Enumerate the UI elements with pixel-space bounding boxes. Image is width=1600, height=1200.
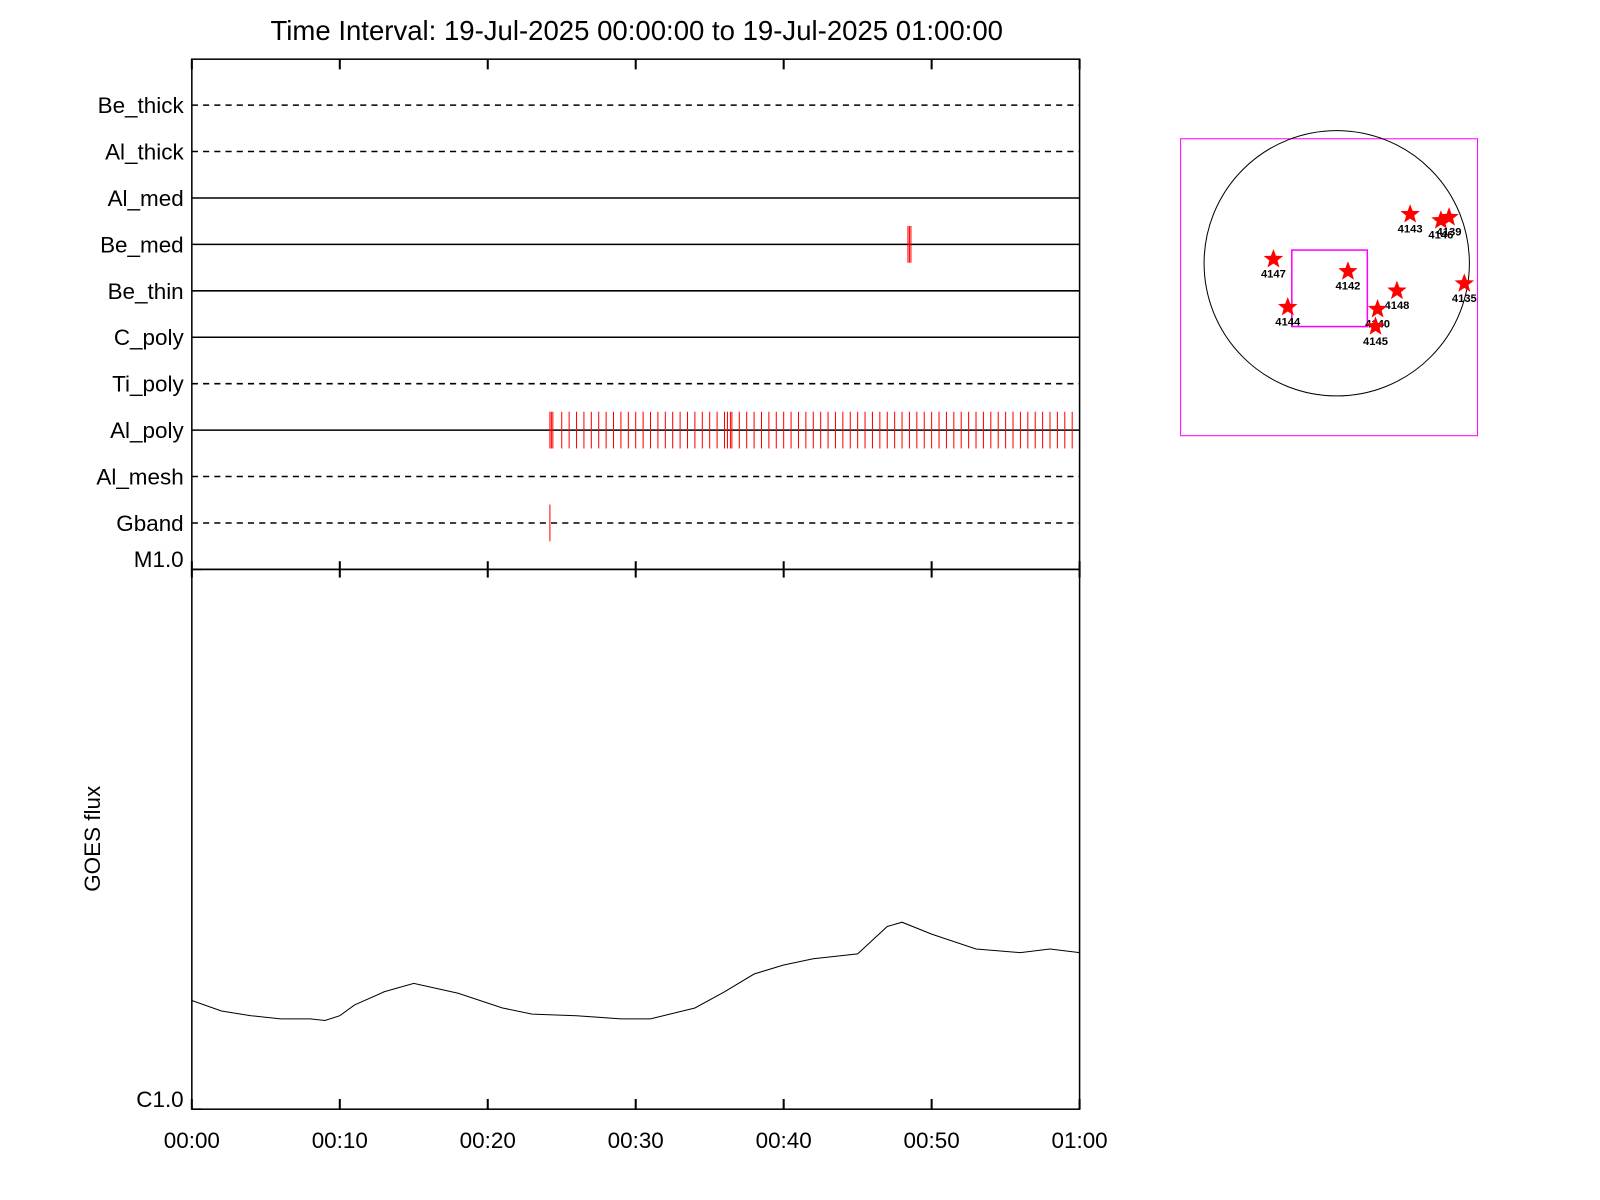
region-label: 4135 xyxy=(1452,293,1477,305)
region-label: 4148 xyxy=(1384,300,1409,312)
y-tick-label: M1.0 xyxy=(134,547,184,572)
map-box xyxy=(1180,138,1479,437)
region-star xyxy=(1400,204,1420,223)
filter-label: C_poly xyxy=(114,325,185,350)
region-star xyxy=(1278,297,1298,316)
region-star xyxy=(1439,207,1459,226)
x-tick-label: 00:30 xyxy=(608,1128,664,1153)
filter-label: Be_thin xyxy=(108,279,184,304)
region-star xyxy=(1454,273,1475,292)
filter-label: Be_thick xyxy=(98,93,185,118)
x-tick-label: 01:00 xyxy=(1052,1128,1108,1153)
region-star xyxy=(1263,248,1284,268)
filter-panel xyxy=(191,58,1081,571)
region-star xyxy=(1387,280,1407,300)
chart-title: Time Interval: 19-Jul-2025 00:00:00 to 1… xyxy=(270,15,1003,46)
goes-panel xyxy=(191,568,1081,1110)
region-label: 4142 xyxy=(1335,281,1360,293)
x-tick-label: 00:20 xyxy=(460,1128,516,1153)
x-tick-label: 00:10 xyxy=(312,1128,368,1153)
goes-line xyxy=(191,921,1080,1021)
region-label: 4146 xyxy=(1428,230,1453,242)
region-star xyxy=(1365,316,1386,335)
filter-label: Al_thick xyxy=(105,139,184,164)
region-star xyxy=(1431,210,1451,229)
x-tick-label: 00:50 xyxy=(904,1128,960,1153)
region-label: 4139 xyxy=(1437,227,1462,239)
region-star xyxy=(1338,261,1358,280)
filter-label: Al_med xyxy=(108,186,184,211)
filter-label: Al_poly xyxy=(110,418,184,443)
x-tick-label: 00:00 xyxy=(164,1128,220,1153)
fov-box xyxy=(1291,249,1369,328)
region-label: 4144 xyxy=(1275,316,1301,328)
x-tick-label: 00:40 xyxy=(756,1128,812,1153)
filter-label: Gband xyxy=(116,511,183,536)
filter-label: Be_med xyxy=(100,232,184,257)
filter-label: Al_mesh xyxy=(96,464,183,489)
y-axis-label: GOES flux xyxy=(80,786,105,892)
region-label: 4143 xyxy=(1398,224,1423,236)
y-tick-label: C1.0 xyxy=(136,1087,183,1112)
region-star xyxy=(1367,298,1388,318)
region-label: 4145 xyxy=(1363,336,1388,348)
solar-disk xyxy=(1203,130,1470,397)
filter-label: Ti_poly xyxy=(112,372,184,397)
region-label: 4147 xyxy=(1261,268,1286,280)
